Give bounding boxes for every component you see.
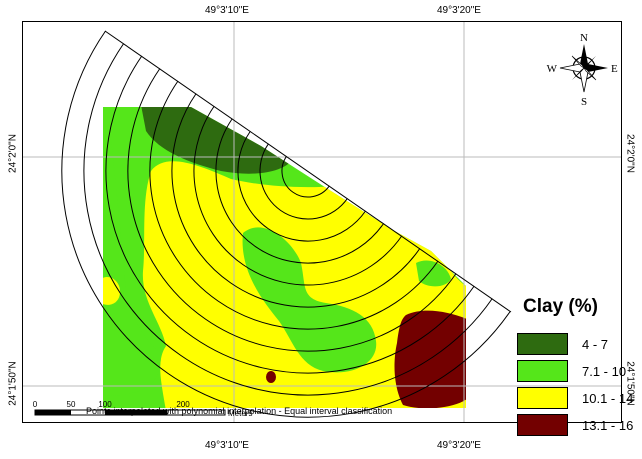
map-frame: N S E W 0 50 100 200 Meters: [22, 21, 622, 423]
coord-left-1: 24°2'0"N: [7, 134, 19, 173]
coord-bottom-1: 49°3'10"E: [205, 440, 249, 451]
legend-swatch: [517, 360, 568, 382]
legend-label: 13.1 - 16: [582, 417, 634, 433]
sampling-ring: [193, 105, 403, 286]
compass-east-point: [584, 64, 608, 72]
legend-title: Clay (%): [523, 296, 598, 317]
legend-item: 7.1 - 10: [517, 360, 626, 382]
legend-item: 13.1 - 16: [517, 414, 633, 436]
legend-swatch: [517, 387, 568, 409]
scale-bar: 0 50 100 200 Meters: [33, 400, 253, 418]
legend-label: 10.1 - 14: [582, 390, 634, 406]
legend-label: 4 - 7: [582, 336, 609, 352]
scale-tick-200: 200: [176, 400, 190, 409]
sampling-ring: [259, 143, 348, 220]
coord-top-2: 49°3'20"E: [437, 5, 481, 16]
rings-chord: [104, 30, 512, 313]
compass-north-point: [580, 44, 588, 68]
compass-e: E: [611, 63, 618, 75]
sampling-ring: [149, 80, 439, 330]
north-arrow: N S E W: [547, 32, 618, 108]
clay-zone-7-10: [103, 107, 161, 396]
sampling-rings: [61, 30, 511, 418]
legend-item: 10.1 - 14: [517, 387, 633, 409]
legend-swatch: [517, 333, 568, 355]
clay-zone-10-14: [103, 276, 121, 305]
scale-bar-seg-1: [35, 410, 71, 415]
coord-top-1: 49°3'10"E: [205, 5, 249, 16]
scale-tick-100: 100: [98, 400, 112, 409]
map-caption: Points interpolated with polynomial inte…: [86, 406, 393, 416]
scale-bar-seg-3: [105, 410, 167, 415]
map-canvas: N S E W 0 50 100 200 Meters: [23, 22, 621, 422]
clay-spot-13-16: [266, 371, 276, 383]
coord-bottom-2: 49°3'20"E: [437, 440, 481, 451]
sampling-ring: [215, 118, 385, 264]
coord-right-1: 24°2'0"N: [624, 134, 636, 173]
sampling-ring: [61, 30, 511, 418]
sampling-ring: [127, 68, 457, 352]
compass-sw-point: [572, 68, 584, 80]
scale-bar-seg-4: [166, 409, 226, 416]
scale-tick-50: 50: [67, 400, 76, 409]
clay-zone-13-16: [394, 310, 466, 408]
sampling-ring: [237, 130, 367, 242]
legend-item: 4 - 7: [517, 333, 608, 355]
compass-n: N: [580, 32, 588, 44]
sampling-ring: [105, 55, 475, 374]
scale-unit: Meters: [228, 409, 252, 418]
coord-left-2: 24°1'50"N: [7, 361, 19, 406]
compass-ne-point: [584, 56, 596, 68]
compass-s: S: [581, 96, 587, 108]
scale-tick-0: 0: [33, 400, 38, 409]
sampling-ring: [83, 43, 493, 396]
clay-zone-7-10: [416, 260, 451, 287]
graticule: [23, 22, 621, 422]
clay-zone-7-10: [242, 227, 377, 373]
legend-swatch: [517, 414, 568, 436]
sampling-ring: [281, 155, 330, 198]
legend-label: 7.1 - 10: [582, 363, 627, 379]
compass-w: W: [547, 63, 558, 75]
sampling-ring: [171, 93, 421, 308]
